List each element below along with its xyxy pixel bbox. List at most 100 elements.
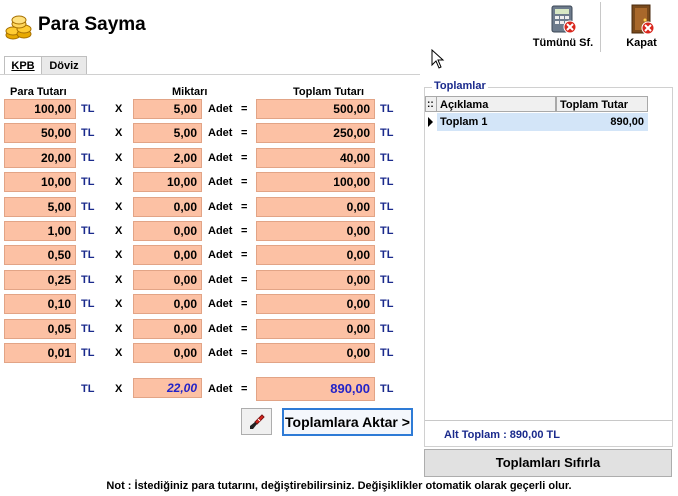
total-currency-label: TL — [380, 176, 394, 188]
times-label: X — [115, 298, 123, 310]
close-button[interactable]: Kapat — [614, 3, 669, 51]
times-label: X — [115, 274, 123, 286]
amount-input[interactable]: 0,01 — [4, 343, 76, 363]
mouse-cursor-icon — [431, 49, 445, 69]
footer-note: Not : İstediğiniz para tutarını, değişti… — [106, 480, 572, 492]
quantity-input[interactable]: 5,00 — [133, 123, 202, 143]
summary-total-currency: TL — [380, 383, 394, 395]
row-total-field: 0,00 — [256, 294, 375, 314]
row-indicator — [425, 113, 437, 131]
summary-currency: TL — [81, 383, 95, 395]
row-total-field: 0,00 — [256, 197, 375, 217]
amount-input[interactable]: 50,00 — [4, 123, 76, 143]
times-label: X — [115, 176, 123, 188]
total-currency-label: TL — [380, 103, 394, 115]
total-currency-label: TL — [380, 274, 394, 286]
amount-input[interactable]: 0,50 — [4, 245, 76, 265]
amount-input[interactable]: 0,10 — [4, 294, 76, 314]
grid-col-description[interactable]: Açıklama — [436, 96, 556, 112]
total-currency-label: TL — [380, 298, 394, 310]
currency-label: TL — [81, 152, 95, 164]
toolbar-separator — [600, 2, 601, 52]
total-currency-label: TL — [380, 127, 394, 139]
quantity-input[interactable]: 0,00 — [133, 197, 202, 217]
quantity-input[interactable]: 5,00 — [133, 99, 202, 119]
piece-label: Adet — [208, 225, 233, 237]
piece-label: Adet — [208, 298, 233, 310]
tab-kpb[interactable]: KPB — [4, 56, 42, 75]
grand-total-field: 890,00 — [256, 377, 375, 401]
clear-all-button[interactable]: Tümünü Sf. — [528, 3, 598, 51]
total-currency-label: TL — [380, 201, 394, 213]
row-total-field: 500,00 — [256, 99, 375, 119]
times-label: X — [115, 152, 123, 164]
equals-label: = — [241, 249, 248, 261]
amount-input[interactable]: 10,00 — [4, 172, 76, 192]
tab-doviz-label: Döviz — [49, 60, 79, 72]
currency-label: TL — [81, 298, 95, 310]
piece-label: Adet — [208, 103, 233, 115]
amount-header: Para Tutarı — [10, 86, 67, 98]
grid-col-total[interactable]: Toplam Tutar — [556, 96, 648, 112]
total-currency-label: TL — [380, 347, 394, 359]
row-total-field: 0,00 — [256, 221, 375, 241]
row-pointer-icon — [428, 117, 433, 127]
amount-input[interactable]: 5,00 — [4, 197, 76, 217]
brush-icon — [250, 414, 265, 429]
quantity-input[interactable]: 0,00 — [133, 319, 202, 339]
row-total-field: 0,00 — [256, 270, 375, 290]
currency-label: TL — [81, 274, 95, 286]
close-label: Kapat — [626, 37, 657, 49]
quantity-input[interactable]: 2,00 — [133, 148, 202, 168]
row-total-field: 0,00 — [256, 319, 375, 339]
piece-label: Adet — [208, 176, 233, 188]
times-label: X — [115, 249, 123, 261]
summary-piece: Adet — [208, 383, 233, 395]
row-total-field: 40,00 — [256, 148, 375, 168]
equals-label: = — [241, 323, 248, 335]
amount-input[interactable]: 0,05 — [4, 319, 76, 339]
equals-label: = — [241, 152, 248, 164]
currency-label: TL — [81, 201, 95, 213]
subtotal-label: Alt Toplam : 890,00 TL — [444, 429, 560, 441]
quantity-input[interactable]: 0,00 — [133, 245, 202, 265]
piece-label: Adet — [208, 347, 233, 359]
reset-totals-button[interactable]: Toplamları Sıfırla — [424, 449, 672, 477]
equals-label: = — [241, 201, 248, 213]
quantity-input[interactable]: 0,00 — [133, 343, 202, 363]
calculator-clear-icon — [551, 5, 577, 34]
equals-label: = — [241, 274, 248, 286]
times-label: X — [115, 347, 123, 359]
amount-input[interactable]: 1,00 — [4, 221, 76, 241]
quantity-input[interactable]: 0,00 — [133, 294, 202, 314]
table-row[interactable]: Toplam 1 890,00 — [437, 113, 648, 131]
piece-label: Adet — [208, 127, 233, 139]
total-currency-label: TL — [380, 249, 394, 261]
row-description: Toplam 1 — [440, 116, 488, 128]
equals-label: = — [241, 298, 248, 310]
quantity-input[interactable]: 10,00 — [133, 172, 202, 192]
tab-kpb-label: KPB — [11, 60, 35, 72]
piece-label: Adet — [208, 249, 233, 261]
quantity-input[interactable]: 0,00 — [133, 270, 202, 290]
amount-input[interactable]: 20,00 — [4, 148, 76, 168]
quantity-header: Miktarı — [172, 86, 208, 98]
currency-label: TL — [81, 347, 95, 359]
times-label: X — [115, 201, 123, 213]
currency-label: TL — [81, 103, 95, 115]
exit-door-icon — [631, 4, 655, 35]
tab-doviz[interactable]: Döviz — [41, 56, 87, 75]
piece-label: Adet — [208, 323, 233, 335]
equals-label: = — [241, 347, 248, 359]
total-currency-label: TL — [380, 152, 394, 164]
row-amount: 890,00 — [610, 116, 644, 128]
summary-times: X — [115, 383, 123, 395]
times-label: X — [115, 127, 123, 139]
clear-rows-button[interactable] — [241, 408, 272, 435]
quantity-input[interactable]: 0,00 — [133, 221, 202, 241]
times-label: X — [115, 323, 123, 335]
amount-input[interactable]: 100,00 — [4, 99, 76, 119]
transfer-to-totals-button[interactable]: Toplamlara Aktar > — [282, 408, 413, 436]
amount-input[interactable]: 0,25 — [4, 270, 76, 290]
total-currency-label: TL — [380, 323, 394, 335]
